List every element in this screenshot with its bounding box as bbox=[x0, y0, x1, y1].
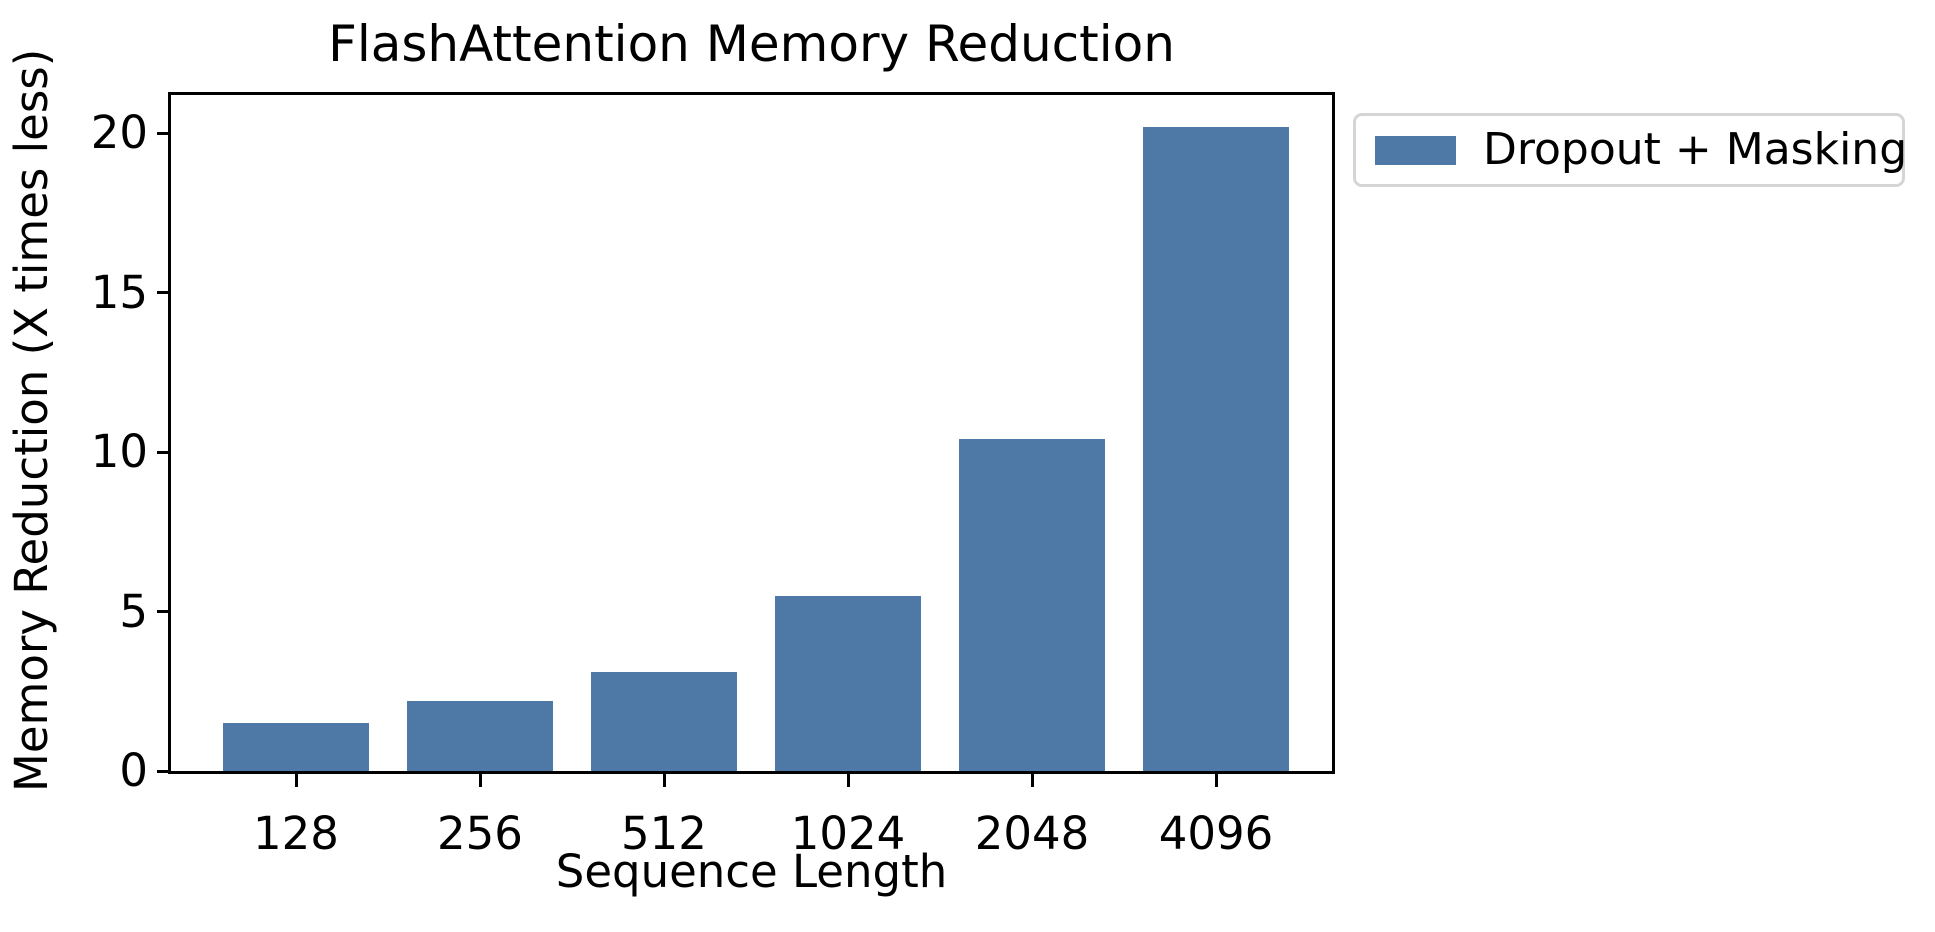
bar-128 bbox=[223, 723, 369, 771]
x-tick-mark bbox=[478, 774, 482, 787]
x-axis-label: Sequence Length bbox=[555, 845, 948, 898]
x-tick-label: 128 bbox=[253, 807, 339, 860]
x-tick-label: 512 bbox=[621, 807, 707, 860]
y-tick-label: 0 bbox=[119, 744, 148, 797]
bar-256 bbox=[407, 700, 553, 771]
y-tick-label: 5 bbox=[119, 584, 148, 638]
y-tick-label: 10 bbox=[90, 425, 148, 478]
x-tick-mark bbox=[1214, 774, 1218, 787]
y-tick-mark bbox=[157, 291, 170, 294]
legend-swatch bbox=[1375, 135, 1456, 165]
x-tick-label: 4096 bbox=[1158, 807, 1274, 860]
x-tick-label: 2048 bbox=[974, 807, 1090, 860]
legend-label: Dropout + Masking bbox=[1483, 124, 1908, 175]
x-tick-mark bbox=[846, 774, 850, 787]
bar-4096 bbox=[1143, 126, 1289, 771]
y-tick-mark bbox=[157, 769, 170, 773]
y-tick-label: 20 bbox=[90, 106, 148, 159]
y-tick-label: 15 bbox=[90, 265, 148, 319]
x-tick-label: 256 bbox=[437, 807, 523, 860]
y-tick-mark bbox=[157, 131, 170, 135]
x-tick-mark bbox=[1030, 774, 1034, 787]
x-tick-mark bbox=[662, 774, 666, 787]
axes-frame bbox=[168, 92, 1335, 774]
y-tick-mark bbox=[157, 450, 170, 454]
x-tick-label: 1024 bbox=[790, 807, 906, 860]
x-tick-mark bbox=[294, 774, 298, 787]
bar-1024 bbox=[775, 595, 921, 771]
chart-title: FlashAttention Memory Reduction bbox=[328, 15, 1175, 73]
bar-512 bbox=[591, 672, 737, 771]
y-tick-mark bbox=[157, 610, 170, 613]
legend: Dropout + Masking bbox=[1353, 113, 1908, 187]
bar-2048 bbox=[959, 439, 1105, 771]
